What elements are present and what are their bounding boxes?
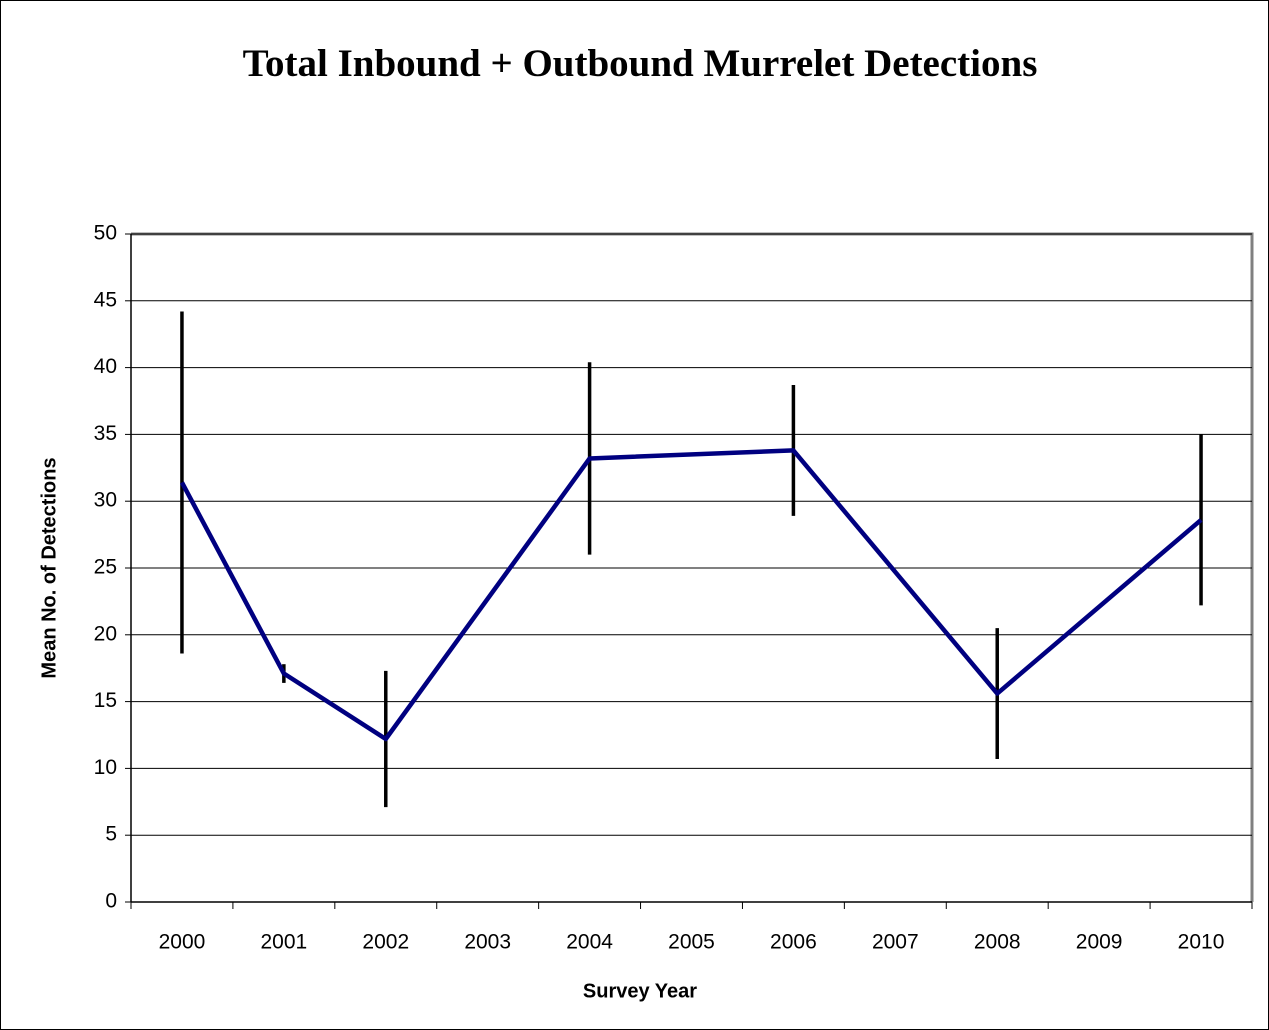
x-tick-label: 2007	[872, 931, 919, 954]
x-tick-label: 2002	[362, 931, 409, 954]
x-tick-label: 2000	[159, 931, 206, 954]
y-tick-label: 50	[94, 222, 117, 245]
x-tick-label: 2001	[261, 931, 308, 954]
y-tick-label: 25	[94, 556, 117, 579]
x-tick-label: 2005	[668, 931, 715, 954]
y-tick-label: 40	[94, 355, 117, 378]
y-tick-label: 20	[94, 622, 117, 645]
x-tick-label: 2009	[1076, 931, 1123, 954]
y-tick-label: 35	[94, 422, 117, 445]
x-tick-label: 2010	[1178, 931, 1225, 954]
chart-title: Total Inbound + Outbound Murrelet Detect…	[243, 42, 1038, 85]
x-axis-title: Survey Year	[583, 980, 697, 1002]
y-tick-label: 10	[94, 756, 117, 779]
y-tick-label: 5	[105, 823, 117, 846]
data-line	[179, 448, 1203, 742]
x-tick-label: 2008	[974, 931, 1021, 954]
y-tick-label: 15	[94, 689, 117, 712]
y-tick-label: 0	[105, 890, 117, 913]
y-tick-label: 30	[94, 489, 117, 512]
x-tick-label: 2004	[566, 931, 613, 954]
y-axis-title: Mean No. of Detections	[38, 457, 60, 678]
y-tick-label: 45	[94, 288, 117, 311]
x-tick-label: 2006	[770, 931, 817, 954]
x-tick-label: 2003	[464, 931, 511, 954]
